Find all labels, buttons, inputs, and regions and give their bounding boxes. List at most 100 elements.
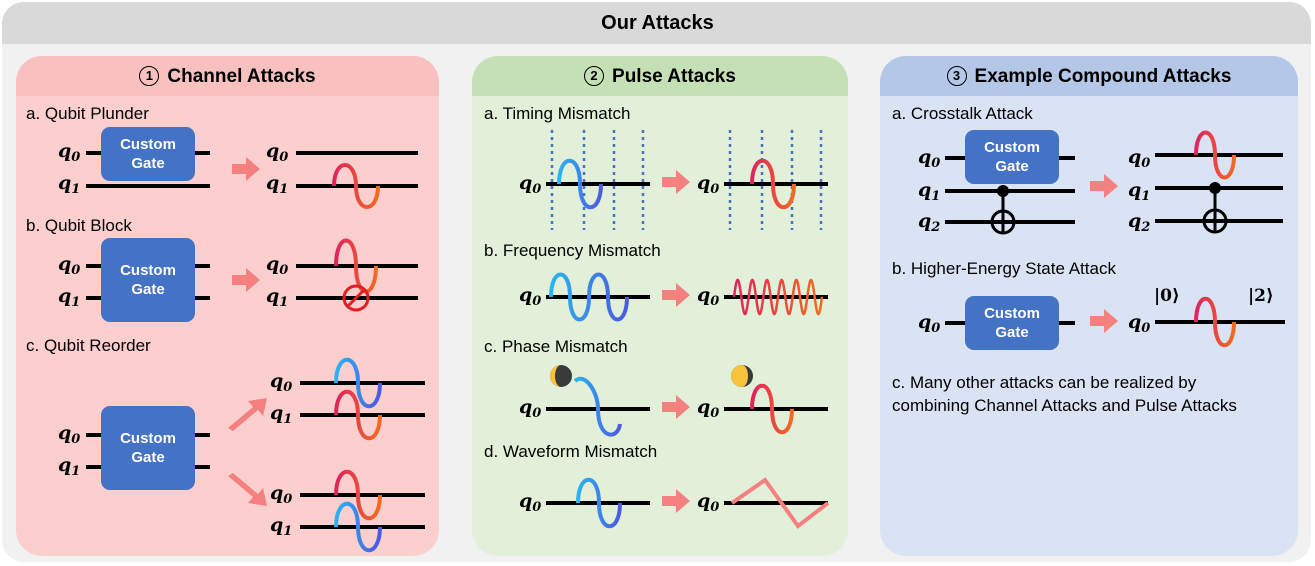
- panel-header-channel: [16, 56, 439, 96]
- sine-wave: [332, 163, 380, 209]
- wire: [86, 381, 425, 529]
- sine-wave: [1194, 297, 1236, 347]
- qubit-label-q0: q0: [519, 396, 542, 421]
- arrow-icon: [232, 268, 260, 292]
- main-title: Our Attacks: [601, 12, 714, 34]
- panel-header-pulse: [472, 56, 848, 96]
- sine-wave: [750, 383, 794, 435]
- qubit-label-q1: q1: [266, 172, 289, 197]
- moon-phase-icon: [550, 365, 572, 387]
- qubit-label-q1: q1: [270, 402, 293, 427]
- panel-pulse-attacks: [472, 56, 848, 556]
- dotted-grid: [550, 130, 823, 230]
- qubit-label-q0: q0: [697, 172, 720, 197]
- custom-gate: Custom Gate: [101, 406, 195, 490]
- qubit-label-q1: q1: [1128, 179, 1151, 204]
- label-other-attacks-line2: combining Channel Attacks and Pulse Atta…: [892, 396, 1237, 415]
- sine-wave: [1194, 130, 1236, 180]
- label-waveform-mismatch: d. Waveform Mismatch: [484, 442, 658, 461]
- panel-title-text: Pulse Attacks: [612, 66, 736, 87]
- qubit-label-q0: q0: [1128, 311, 1151, 336]
- block-icon: [342, 284, 370, 312]
- panel-title-channel: 1 Channel Attacks: [16, 66, 439, 88]
- arrow-icon: [662, 489, 690, 513]
- qubit-label-q0: q0: [58, 140, 81, 165]
- arrow-icon: [662, 170, 690, 194]
- label-qubit-plunder: a. Qubit Plunder: [26, 104, 149, 123]
- panel-title-compound: 3 Example Compound Attacks: [880, 66, 1298, 88]
- triangle-wave: [730, 477, 830, 529]
- panel-title-text: Channel Attacks: [167, 66, 316, 87]
- panel-title-pulse: 2 Pulse Attacks: [472, 66, 848, 88]
- sine-wave: [557, 158, 603, 210]
- qubit-label-q0: q0: [1128, 146, 1151, 171]
- sine-wave: [334, 238, 378, 294]
- moon-phase-icon: [731, 365, 753, 387]
- circled-number-3: 3: [946, 66, 967, 86]
- label-phase-mismatch: c. Phase Mismatch: [484, 337, 628, 356]
- sine-wave: [576, 477, 622, 529]
- qubit-label-q1: q1: [270, 514, 293, 539]
- qubit-label-q0: q0: [270, 370, 293, 395]
- label-qubit-block: b. Qubit Block: [26, 216, 132, 235]
- label-qubit-reorder: c. Qubit Reorder: [26, 336, 151, 355]
- qubit-label-q0: q0: [266, 253, 289, 278]
- qubit-label-q0: q0: [266, 140, 289, 165]
- arrow-icon: [228, 398, 267, 431]
- custom-gate: Custom Gate: [101, 238, 195, 322]
- sine-wave: [732, 278, 824, 316]
- ket-zero-label: |0⟩: [1154, 286, 1180, 306]
- qubit-label-q1: q1: [266, 285, 289, 310]
- qubit-label-q0: q0: [697, 490, 720, 515]
- arrow-icon: [1090, 309, 1118, 333]
- wire: [945, 320, 1285, 325]
- qubit-label-q0: q0: [918, 311, 941, 336]
- circled-number-1: 1: [139, 66, 160, 86]
- sine-wave: [334, 469, 382, 521]
- qubit-label-q0: q0: [58, 253, 81, 278]
- custom-gate: Custom Gate: [965, 130, 1059, 184]
- outer-header-bar: [2, 2, 1311, 44]
- custom-gate: Custom Gate: [101, 127, 195, 181]
- qubit-label-q0: q0: [519, 284, 542, 309]
- arrow-icon: [232, 157, 260, 181]
- qubit-label-q0: q0: [519, 172, 542, 197]
- sine-wave: [573, 376, 622, 437]
- arrow-icon: [1090, 174, 1118, 198]
- panel-channel-attacks: [16, 56, 439, 556]
- arrow-icon: [228, 473, 267, 506]
- label-crosstalk-attack: a. Crosstalk Attack: [892, 104, 1033, 123]
- sine-wave: [334, 357, 382, 409]
- panel-compound-attacks: [880, 56, 1298, 556]
- sine-wave: [549, 272, 629, 322]
- qubit-label-q1: q1: [58, 454, 81, 479]
- qubit-label-q1: q1: [918, 179, 941, 204]
- qubit-label-q1: q1: [58, 285, 81, 310]
- sine-wave: [334, 389, 382, 441]
- qubit-label-q0: q0: [697, 396, 720, 421]
- sine-wave: [334, 501, 382, 553]
- qubit-label-q2: q2: [918, 210, 941, 235]
- qubit-label-q0: q0: [519, 490, 542, 515]
- cnot-gate: [1202, 182, 1228, 234]
- arrow-icon: [662, 283, 690, 307]
- qubit-label-q0: q0: [697, 284, 720, 309]
- ket-two-label: |2⟩: [1248, 286, 1274, 306]
- label-higher-energy-attack: b. Higher-Energy State Attack: [892, 259, 1116, 278]
- label-timing-mismatch: a. Timing Mismatch: [484, 104, 631, 123]
- custom-gate: Custom Gate: [965, 296, 1059, 350]
- label-frequency-mismatch: b. Frequency Mismatch: [484, 241, 661, 260]
- sine-wave: [750, 158, 796, 210]
- qubit-label-q2: q2: [1128, 210, 1151, 235]
- qubit-label-q0: q0: [918, 146, 941, 171]
- qubit-label-q1: q1: [58, 172, 81, 197]
- circled-number-2: 2: [584, 66, 605, 86]
- qubit-label-q0: q0: [58, 422, 81, 447]
- panel-title-text: Example Compound Attacks: [974, 66, 1232, 87]
- arrow-icon: [662, 395, 690, 419]
- cnot-gate: [990, 185, 1016, 235]
- qubit-label-q0: q0: [270, 482, 293, 507]
- label-other-attacks-line1: c. Many other attacks can be realized by: [892, 373, 1197, 392]
